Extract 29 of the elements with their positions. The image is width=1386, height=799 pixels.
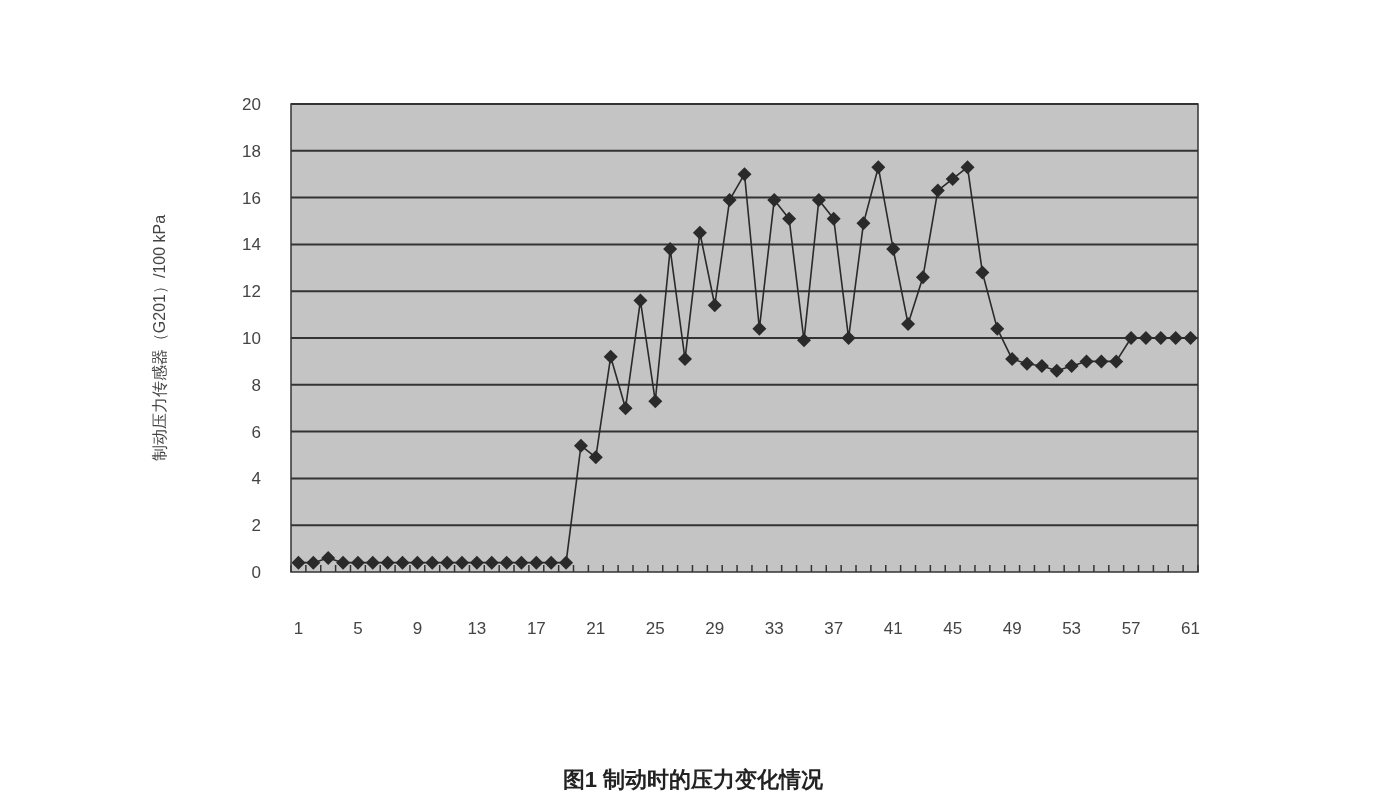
text: 图1 制动时的压力变化情况 xyxy=(562,767,825,792)
x-tick-label: 61 xyxy=(1181,619,1201,638)
x-tick-label: 37 xyxy=(824,619,844,638)
x-tick-label: 57 xyxy=(1121,619,1141,638)
x-tick-label: 45 xyxy=(943,619,963,638)
y-tick-label: 2 xyxy=(251,516,261,536)
y-tick-label: 18 xyxy=(242,141,261,161)
x-tick-label: 25 xyxy=(645,619,665,638)
x-tick-label: 29 xyxy=(705,619,725,638)
x-tick-label: 53 xyxy=(1062,619,1082,638)
x-tick-label: 5 xyxy=(353,619,363,638)
x-tick-label: 9 xyxy=(412,619,423,638)
y-tick-label: 20 xyxy=(242,95,261,114)
x-tick-label: 21 xyxy=(586,619,606,638)
y-axis-title: 制动压力传感器（G201）/100 kPa xyxy=(151,214,168,462)
x-tick-label: 1 xyxy=(293,619,304,638)
y-tick-label: 14 xyxy=(242,235,261,255)
y-tick-label: 12 xyxy=(242,282,261,302)
x-tick-label: 17 xyxy=(526,619,546,638)
y-tick-label: 10 xyxy=(242,329,261,348)
y-tick-label: 6 xyxy=(251,422,261,442)
x-tick-label: 41 xyxy=(883,619,903,638)
y-tick-label: 0 xyxy=(251,563,261,582)
y-tick-label: 8 xyxy=(251,375,261,395)
x-tick-label: 13 xyxy=(467,619,487,638)
x-tick-label: 33 xyxy=(764,619,784,638)
y-tick-label: 4 xyxy=(251,469,261,489)
x-tick-label: 49 xyxy=(1002,619,1022,638)
y-tick-label: 16 xyxy=(242,188,261,208)
